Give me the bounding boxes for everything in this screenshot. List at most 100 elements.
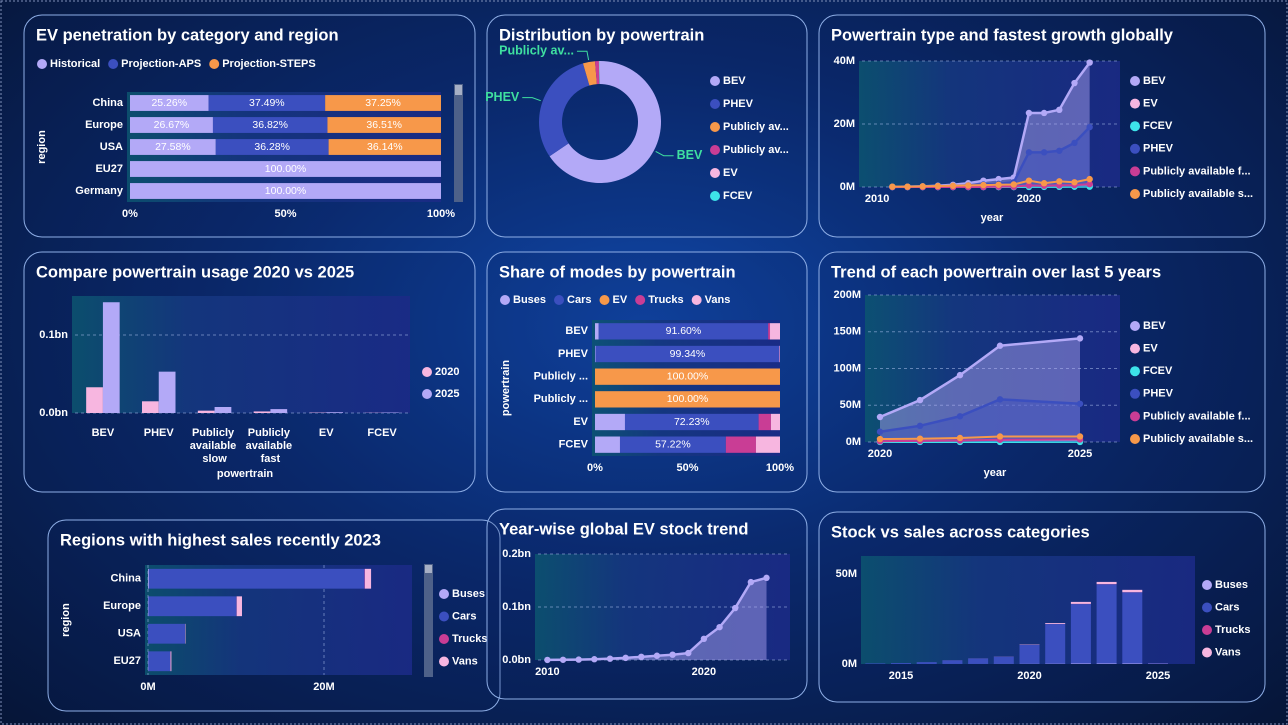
point [700,635,708,642]
bar-segment [130,161,441,177]
legend-label: PHEV [723,98,754,110]
legend-label: FCEV [1143,365,1173,377]
point [996,433,1004,440]
bar-segment [170,651,172,672]
legend-marker [710,99,720,109]
plot-area [592,320,780,456]
point [916,435,924,442]
bar [158,371,176,413]
legend-marker [554,295,565,305]
scroll-thumb[interactable] [425,565,432,573]
x-tick-label: 0% [587,462,603,474]
legend-label: BEV [1143,75,1166,87]
y-tick-label: USA [118,628,141,640]
chart-title: Stock vs sales across categories [831,523,1090,541]
point [980,181,987,189]
bar-segment [1122,589,1143,593]
bar-segment [1096,581,1117,585]
point [996,396,1004,403]
x-tick-label: 0M [140,681,155,693]
legend-label: EV [613,294,628,306]
chart-title: Trend of each powertrain over last 5 yea… [831,263,1161,281]
legend-marker [209,59,220,69]
legend-marker [710,168,720,178]
value-label: 100.00% [667,370,708,382]
point [1071,79,1078,87]
bar-segment [148,568,365,589]
scrollbar[interactable] [424,564,433,677]
x-tick-label: 0% [122,208,138,220]
x-tick-label: 2020 [1017,193,1041,205]
point [876,435,884,443]
slice-label: BEV [677,148,703,162]
point [995,181,1002,188]
x-tick-label: 50% [274,208,296,220]
value-label: 37.25% [365,97,401,109]
bar [197,410,215,413]
legend-marker [1202,602,1212,613]
bar-segment [1122,592,1143,664]
bar-segment [1045,623,1066,624]
scroll-thumb[interactable] [455,85,462,95]
point [1025,109,1033,117]
point [1086,59,1093,66]
point [1025,177,1033,184]
x-tick-label: 2010 [535,666,559,678]
bar-segment [595,323,599,340]
legend-label: EV [1143,343,1158,355]
legend-marker [1202,580,1212,590]
legend-marker [1130,434,1140,444]
legend-marker [1130,388,1140,399]
y-tick-label: Publicly ... [534,371,588,383]
y-tick-label: 0M [846,436,861,448]
bar-segment [130,183,441,199]
point [763,574,770,582]
x-tick-label: BEV [92,427,115,439]
legend-label: Publicly available f... [1143,165,1251,177]
legend-label: Projection-STEPS [222,58,316,70]
point [1056,178,1063,185]
x-tick-label: 2015 [889,670,913,682]
x-tick-label: 2010 [865,193,889,205]
y-tick-label: 0.1bn [39,329,68,341]
y-tick-label: 0M [842,658,857,670]
value-label: 26.67% [154,119,190,131]
plot-area [72,296,410,413]
legend-label: Publicly available s... [1143,188,1253,200]
legend-marker [1130,343,1140,354]
donut-slice [598,61,600,85]
y-tick-label: Publicly ... [534,393,588,405]
legend-marker [1130,321,1140,331]
bar-segment [1045,624,1066,664]
area [880,399,1080,442]
bar-segment [236,596,242,617]
bar-segment [768,323,771,340]
legend-label: FCEV [723,190,753,202]
legend-marker [1202,647,1212,658]
legend-label: Cars [452,610,476,622]
y-tick-label: FCEV [559,439,589,451]
slice-label: Publicly av... [499,43,574,57]
point [1076,400,1084,407]
x-tick-label: FCEV [367,427,397,439]
value-label: 100.00% [265,163,306,175]
y-tick-label: Europe [85,119,123,131]
legend-label: 2025 [435,388,459,400]
bar-segment [595,436,620,453]
legend-label: BEV [1143,320,1166,332]
point [591,656,598,663]
y-axis-title: region [60,603,72,637]
scrollbar[interactable] [454,84,463,202]
donut-slice [595,61,600,85]
x-axis-title: year [981,212,1004,224]
x-tick-label: 2025 [1068,448,1092,460]
point [1071,139,1078,147]
bar-segment [758,413,771,431]
legend-marker [1130,166,1140,177]
bar-segment [148,596,237,617]
bar [102,302,120,413]
point [956,434,964,442]
bar-segment [770,413,780,431]
y-tick-label: EU27 [95,163,123,175]
